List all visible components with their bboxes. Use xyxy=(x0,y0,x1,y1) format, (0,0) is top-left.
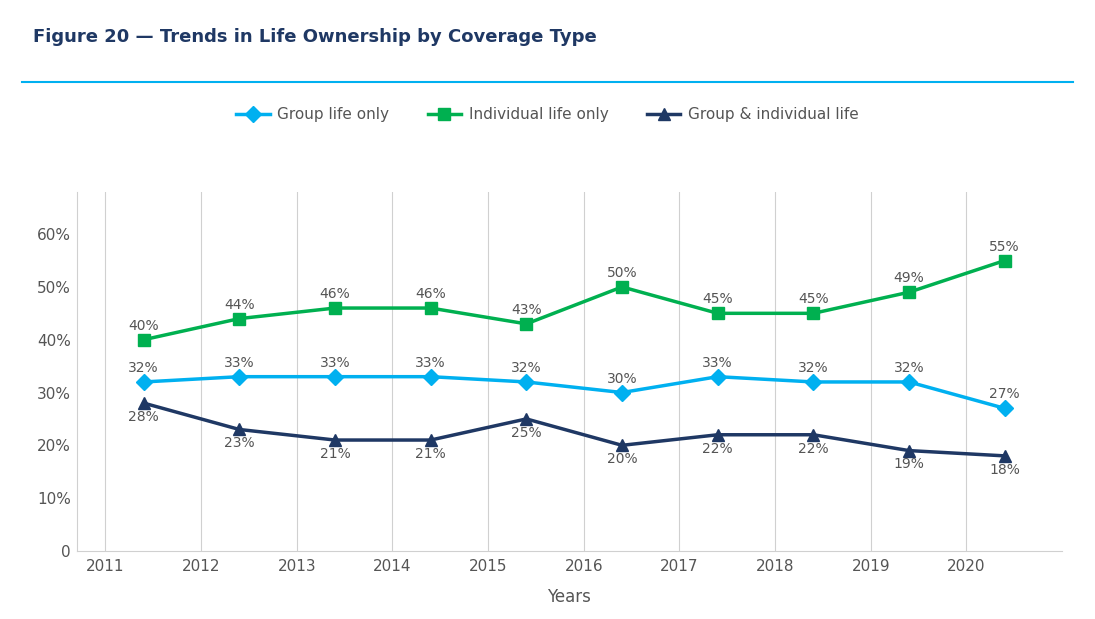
Text: 22%: 22% xyxy=(798,441,829,456)
Text: 33%: 33% xyxy=(224,356,255,370)
Text: 25%: 25% xyxy=(511,426,542,439)
Text: Figure 20 — Trends in Life Ownership by Coverage Type: Figure 20 — Trends in Life Ownership by … xyxy=(33,28,597,46)
Text: 20%: 20% xyxy=(607,452,637,466)
Text: 50%: 50% xyxy=(607,266,637,280)
Text: 45%: 45% xyxy=(798,292,829,306)
Text: 44%: 44% xyxy=(224,298,255,312)
Text: 33%: 33% xyxy=(415,356,446,370)
Text: 33%: 33% xyxy=(320,356,350,370)
Text: 33%: 33% xyxy=(702,356,733,370)
Text: 40%: 40% xyxy=(128,319,159,333)
Text: 55%: 55% xyxy=(990,240,1021,254)
Text: 19%: 19% xyxy=(894,457,924,472)
Text: 32%: 32% xyxy=(511,361,542,375)
Text: 27%: 27% xyxy=(990,387,1021,402)
Text: 21%: 21% xyxy=(320,447,350,461)
Text: 32%: 32% xyxy=(798,361,829,375)
Text: 22%: 22% xyxy=(702,441,733,456)
Text: 46%: 46% xyxy=(320,287,350,301)
Text: 23%: 23% xyxy=(224,436,255,451)
Legend: Group life only, Individual life only, Group & individual life: Group life only, Individual life only, G… xyxy=(230,101,865,128)
Text: 28%: 28% xyxy=(128,410,159,424)
Text: 32%: 32% xyxy=(128,361,159,375)
Text: 46%: 46% xyxy=(415,287,446,301)
Text: 18%: 18% xyxy=(989,463,1021,477)
X-axis label: Years: Years xyxy=(548,588,591,606)
Text: 32%: 32% xyxy=(894,361,924,375)
Text: 30%: 30% xyxy=(607,371,637,386)
Text: 43%: 43% xyxy=(511,303,542,317)
Text: 45%: 45% xyxy=(702,292,733,306)
Text: 49%: 49% xyxy=(894,271,924,285)
Text: 21%: 21% xyxy=(415,447,446,461)
